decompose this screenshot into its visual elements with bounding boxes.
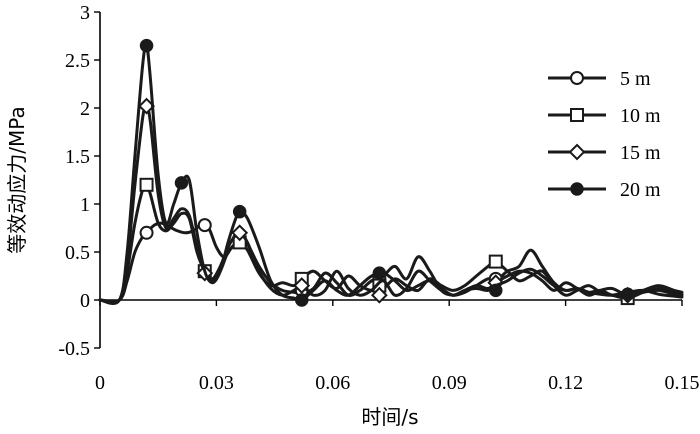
y-tick-label: -0.5: [58, 338, 90, 360]
series-line: [98, 43, 684, 306]
x-tick-label: 0: [95, 372, 105, 394]
x-tick-label: 0.03: [199, 372, 234, 394]
legend-item: 5 m: [548, 68, 651, 90]
series-line: [98, 182, 684, 304]
x-axis-title: 时间/s: [361, 405, 418, 429]
legend-label: 5 m: [620, 68, 651, 90]
legend-label: 20 m: [620, 179, 661, 201]
series-15m: [98, 97, 684, 305]
legend-item: 10 m: [548, 105, 661, 127]
data-point: [197, 218, 212, 233]
series-line: [98, 104, 684, 305]
data-point: [488, 254, 503, 269]
y-tick-label: 3: [80, 2, 90, 24]
data-point: [231, 224, 249, 242]
x-tick-label: 0.06: [315, 372, 350, 394]
x-tick-label: 0.12: [548, 372, 583, 394]
legend-label: 10 m: [620, 105, 661, 127]
y-tick-label: 0.5: [65, 242, 90, 264]
y-tick-label: 1: [80, 194, 90, 216]
data-point: [139, 177, 154, 192]
axes: -0.500.511.522.530 0.03 0.06 0.09 0.12 0.15: [58, 2, 699, 394]
data-point: [139, 225, 154, 240]
data-point: [620, 287, 635, 301]
x-tick-label: 0.09: [432, 372, 467, 394]
legend: 5 m 10 m 15 m 20 m: [548, 68, 661, 201]
x-tick-label: 0.15: [665, 372, 700, 394]
legend-item: 15 m: [548, 142, 661, 164]
data-point: [174, 176, 189, 190]
legend-label: 15 m: [620, 142, 661, 164]
legend-marker: [570, 71, 584, 85]
legend-marker: [570, 182, 584, 196]
series-layer: [98, 38, 684, 307]
y-tick-label: 2.5: [65, 50, 90, 72]
legend-marker: [568, 143, 586, 161]
legend-marker: [570, 108, 584, 122]
y-tick-label: 2: [80, 98, 90, 120]
y-tick-label: 0: [80, 290, 90, 312]
series-10m: [98, 177, 684, 306]
series-20m: [98, 38, 684, 307]
data-point: [139, 38, 154, 53]
data-point: [370, 286, 388, 304]
data-point: [489, 283, 503, 298]
data-point: [232, 204, 247, 219]
data-point: [293, 277, 311, 295]
data-point: [295, 293, 309, 307]
legend-item: 20 m: [548, 179, 661, 201]
y-axis-title: 等效动应力/MPa: [5, 106, 29, 253]
data-point: [372, 266, 387, 280]
y-tick-label: 1.5: [65, 146, 90, 168]
